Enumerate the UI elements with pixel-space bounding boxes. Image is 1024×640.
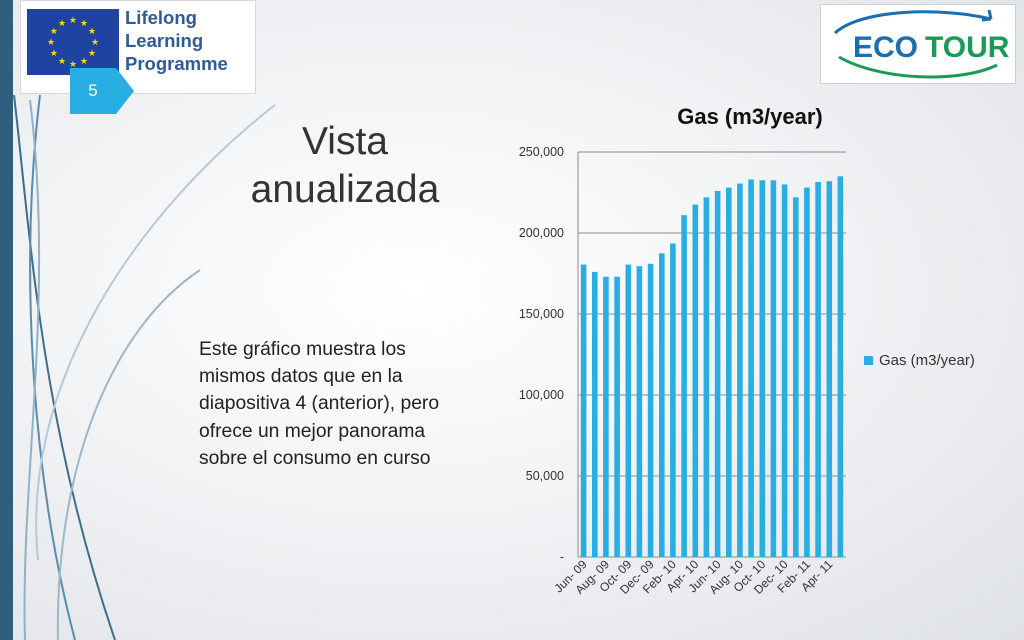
slide-title-line-1: Vista	[302, 120, 388, 163]
eu-star-icon: ★	[58, 18, 66, 28]
bar-Mar-10	[681, 215, 687, 557]
bar-Mar-11	[815, 182, 821, 557]
logo-line-1: Lifelong	[125, 7, 197, 28]
bar-Nov-09	[636, 266, 643, 557]
eu-star-icon: ★	[88, 48, 96, 58]
bar-Jul-09	[592, 271, 598, 557]
left-accent-bar	[0, 0, 13, 640]
bar-Feb-11	[804, 187, 810, 557]
bar-Sep-09	[614, 276, 620, 557]
lifelong-learning-logo: ★ ★ ★ ★ ★ ★ ★ ★ ★ ★ ★ ★ Lifelong Learning Programme	[20, 0, 256, 94]
eu-star-icon: ★	[69, 15, 77, 25]
arrow-icon	[981, 9, 993, 22]
logo-line-2: Learning	[125, 30, 204, 51]
slide-number: 5	[88, 81, 98, 100]
logo-arc-bottom	[838, 55, 998, 79]
y-tick-label: 200,000	[519, 226, 564, 240]
slide-body-text: Este gráfico muestra los mismos datos qu…	[199, 339, 440, 469]
eu-star-icon: ★	[47, 37, 55, 47]
eu-star-icon: ★	[80, 56, 88, 66]
eu-flag-icon: ★ ★ ★ ★ ★ ★ ★ ★ ★ ★ ★ ★	[27, 9, 119, 75]
logo-text-tour: TOUR	[925, 31, 1010, 64]
bar-Jan-10	[659, 253, 665, 558]
eu-star-icon: ★	[88, 26, 96, 36]
bar-Dec-09	[647, 263, 654, 557]
logo-line-3: Programme	[125, 53, 228, 74]
slide-title: Vista anualizada	[215, 118, 475, 214]
chart-legend: Gas (m3/year)	[864, 352, 975, 369]
bar-Jun-10	[714, 190, 721, 557]
legend-label: Gas (m3/year)	[879, 352, 975, 369]
bar-Jul-10	[726, 187, 732, 557]
bar-Aug-09	[603, 276, 609, 557]
chart-title: Gas (m3/year)	[677, 104, 823, 129]
y-tick-label: -	[560, 550, 564, 564]
bar-Nov-10	[770, 180, 777, 558]
ecotour-logo: ECO TOUR	[820, 4, 1016, 84]
legend-swatch	[864, 356, 873, 365]
bar-Oct-10	[759, 180, 766, 558]
logo-arc-top	[833, 10, 992, 35]
bar-Apr-10	[692, 204, 699, 557]
bar-Dec-10	[781, 184, 788, 557]
bar-Jan-11	[793, 197, 799, 557]
bar-Sep-10	[748, 179, 754, 557]
bar-May-11	[837, 176, 844, 558]
eu-star-icon: ★	[80, 18, 88, 28]
bar-Apr-11	[826, 181, 833, 557]
bar-Aug-10	[737, 183, 743, 557]
y-tick-label: 250,000	[519, 145, 564, 159]
bar-Feb-10	[670, 243, 676, 557]
y-tick-label: 100,000	[519, 388, 564, 402]
eu-star-icon: ★	[50, 48, 58, 58]
bar-Oct-09	[625, 264, 632, 557]
logo-text-eco: ECO	[853, 31, 918, 64]
eu-star-icon: ★	[69, 59, 77, 69]
eu-star-icon: ★	[58, 56, 66, 66]
eu-star-icon: ★	[50, 26, 58, 36]
bar-May-10	[703, 197, 710, 557]
slide-title-line-2: anualizada	[250, 168, 440, 211]
eu-star-icon: ★	[91, 37, 99, 47]
y-tick-label: 150,000	[519, 307, 564, 321]
y-tick-label: 50,000	[526, 469, 564, 483]
bar-Jun-09	[580, 264, 587, 557]
